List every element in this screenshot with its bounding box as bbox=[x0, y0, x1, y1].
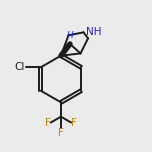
Text: NH: NH bbox=[86, 27, 101, 37]
Text: Cl: Cl bbox=[14, 62, 24, 72]
Text: F: F bbox=[58, 128, 64, 138]
Text: F: F bbox=[45, 117, 51, 128]
Text: H: H bbox=[67, 31, 73, 40]
Text: F: F bbox=[71, 117, 77, 128]
